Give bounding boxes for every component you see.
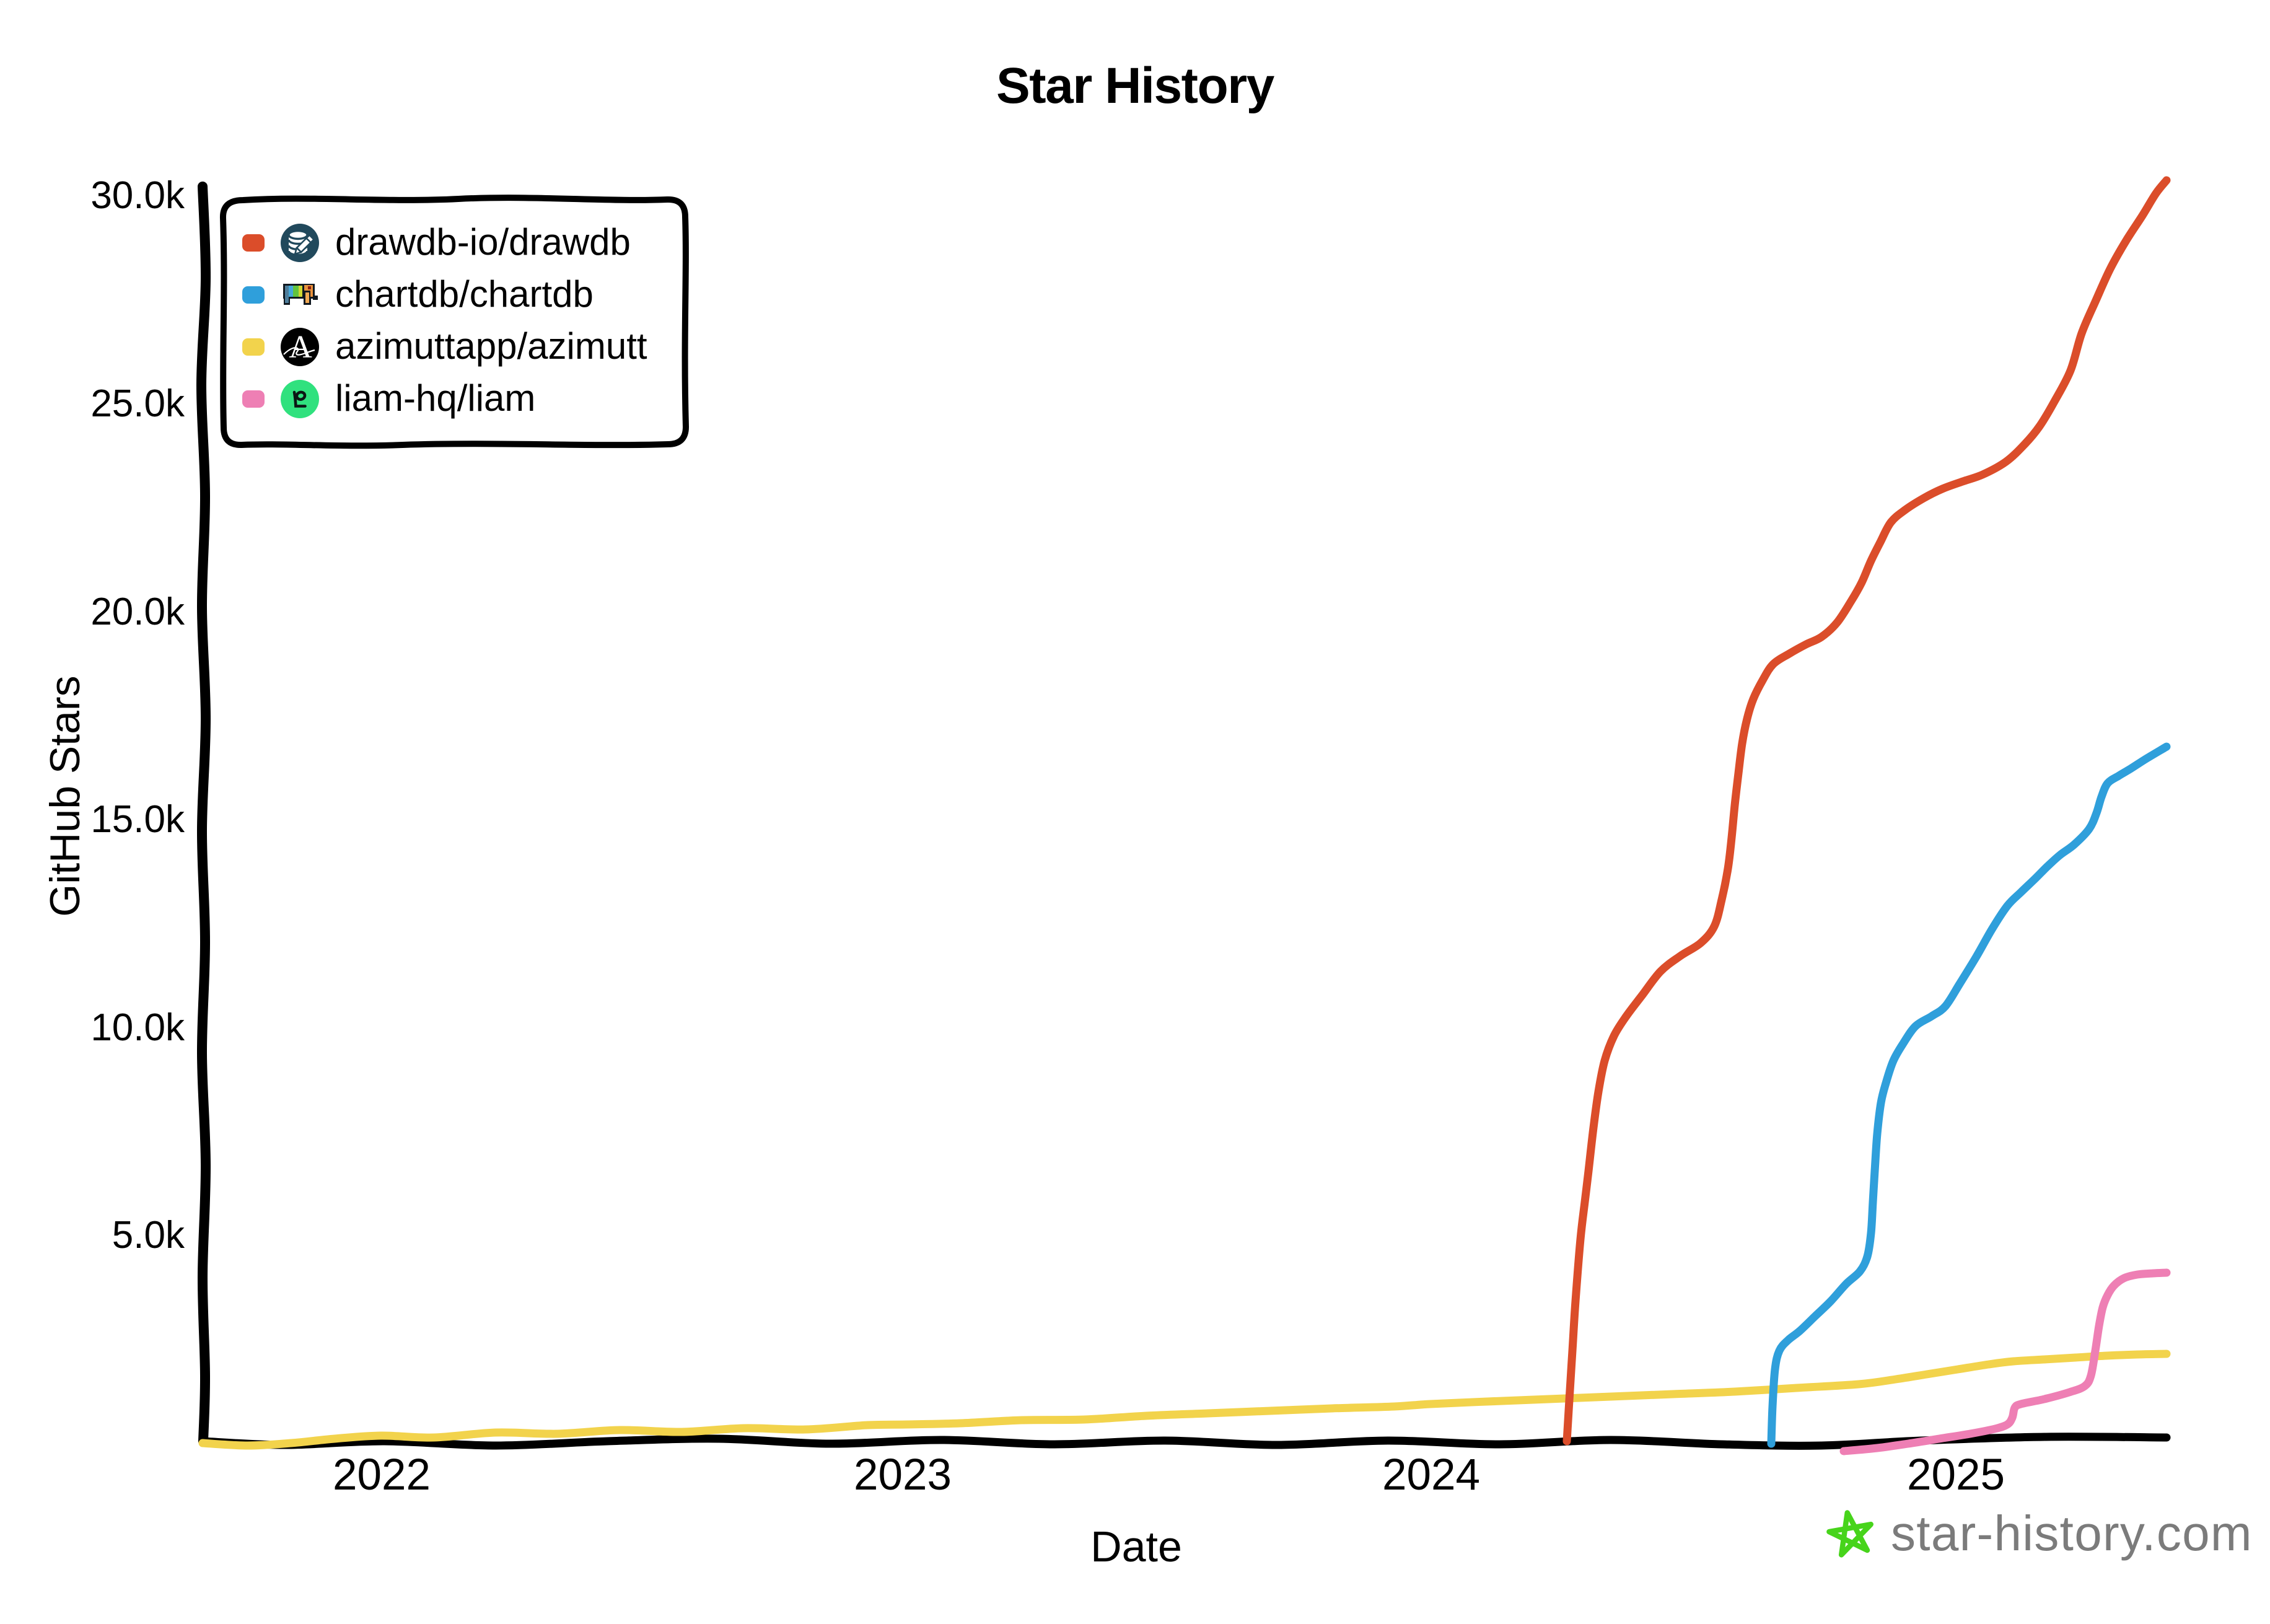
svg-text:GitHub Stars: GitHub Stars xyxy=(42,675,89,916)
svg-text:Star History: Star History xyxy=(996,58,1275,114)
svg-text:10.0k: 10.0k xyxy=(90,1006,185,1049)
svg-text:15.0k: 15.0k xyxy=(90,798,185,841)
svg-text:A: A xyxy=(289,330,312,365)
svg-text:Date: Date xyxy=(1090,1522,1182,1571)
svg-text:20.0k: 20.0k xyxy=(90,590,185,633)
svg-text:liam-hq/liam: liam-hq/liam xyxy=(335,377,535,419)
svg-text:30.0k: 30.0k xyxy=(90,174,185,217)
svg-text:5.0k: 5.0k xyxy=(112,1214,185,1257)
svg-text:2024: 2024 xyxy=(1382,1451,1480,1499)
svg-text:2023: 2023 xyxy=(854,1451,952,1499)
svg-text:25.0k: 25.0k xyxy=(90,382,185,425)
svg-text:chartdb/chartdb: chartdb/chartdb xyxy=(335,273,594,315)
svg-text:star-history.com: star-history.com xyxy=(1891,1506,2253,1561)
svg-text:azimuttapp/azimutt: azimuttapp/azimutt xyxy=(335,325,647,367)
svg-text:2025: 2025 xyxy=(1907,1451,2005,1499)
svg-text:drawdb-io/drawdb: drawdb-io/drawdb xyxy=(335,221,631,263)
svg-text:2022: 2022 xyxy=(333,1451,431,1499)
